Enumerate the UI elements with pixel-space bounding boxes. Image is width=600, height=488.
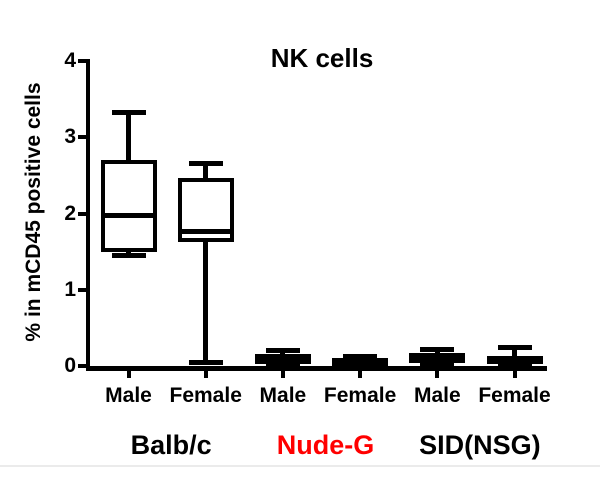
lower-whisker-cap-nude-g-male — [265, 363, 300, 369]
x-axis-line — [86, 366, 547, 371]
upper-whisker-cap-nude-g-female — [343, 353, 378, 359]
upper-whisker-cap-sid-nsg-male — [420, 346, 455, 352]
upper-whisker-cap-sid-nsg-female — [497, 345, 532, 351]
x-tick-sid-nsg-male — [435, 370, 440, 378]
median-nude-g-female — [332, 358, 389, 364]
box-balb-c-male — [100, 160, 157, 252]
y-tick-label-2: 2 — [64, 201, 76, 225]
x-category-label-balb-c-female: Female — [169, 384, 242, 407]
median-balb-c-male — [100, 212, 157, 218]
lower-whisker-cap-sid-nsg-male — [420, 361, 455, 367]
y-tick-3 — [78, 135, 87, 140]
upper-whisker-cap-nude-g-male — [265, 348, 300, 354]
upper-whisker-balb-c-female — [203, 163, 209, 178]
x-category-label-sid-nsg-female: Female — [478, 384, 551, 407]
median-balb-c-female — [177, 228, 234, 234]
lower-whisker-cap-balb-c-male — [111, 252, 146, 258]
y-tick-label-1: 1 — [64, 277, 76, 301]
upper-whisker-cap-balb-c-male — [111, 110, 146, 116]
chart-title: NK cells — [270, 43, 374, 73]
bottom-divider-line — [0, 465, 600, 467]
y-axis-line — [86, 59, 90, 370]
median-sid-nsg-female — [486, 357, 543, 363]
x-group-label-nude-g: Nude-G — [276, 430, 375, 460]
lower-whisker-balb-c-female — [203, 242, 209, 363]
x-tick-nude-g-male — [280, 370, 285, 378]
x-category-label-nude-g-male: Male — [259, 384, 307, 407]
x-group-label-sid-nsg: SID(NSG) — [419, 430, 541, 460]
upper-whisker-cap-balb-c-female — [188, 161, 223, 167]
x-category-label-sid-nsg-male: Male — [413, 384, 461, 407]
x-tick-sid-nsg-female — [512, 370, 517, 378]
x-tick-balb-c-male — [126, 370, 131, 378]
median-sid-nsg-male — [409, 355, 466, 361]
y-tick-label-4: 4 — [64, 49, 76, 72]
x-category-label-nude-g-female: Female — [323, 384, 397, 407]
x-tick-nude-g-female — [358, 370, 363, 378]
median-nude-g-male — [254, 355, 311, 361]
y-tick-label-0: 0 — [64, 354, 76, 377]
y-tick-1 — [78, 287, 87, 292]
y-tick-2 — [78, 211, 87, 216]
x-group-label-balb-c: Balb/c — [130, 430, 212, 460]
x-tick-balb-c-female — [203, 370, 208, 378]
upper-whisker-sid-nsg-female — [512, 347, 517, 357]
upper-whisker-balb-c-male — [126, 112, 131, 161]
y-tick-label-3: 3 — [64, 125, 76, 149]
y-tick-4 — [78, 59, 87, 63]
x-category-label-balb-c-male: Male — [105, 384, 152, 407]
y-tick-0 — [78, 364, 87, 368]
lower-whisker-cap-sid-nsg-female — [497, 361, 532, 367]
lower-whisker-cap-balb-c-female — [188, 359, 223, 365]
